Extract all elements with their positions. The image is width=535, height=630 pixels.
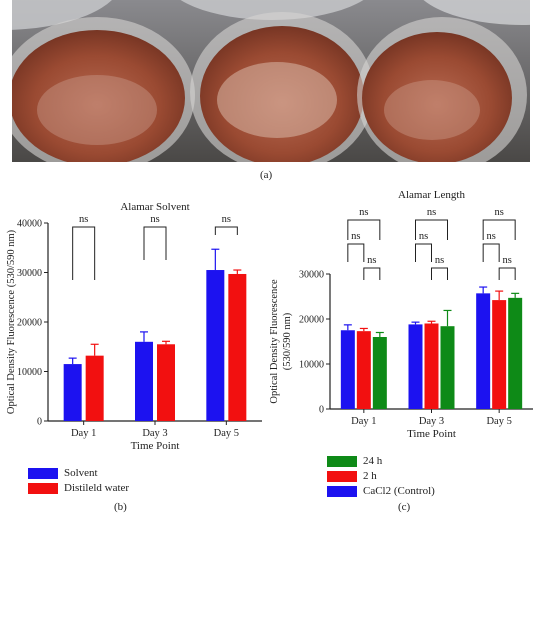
- length-significance-bracket: [498, 267, 516, 280]
- solvent-y-tick-label: 10000: [17, 367, 42, 378]
- solvent-title: Alamar Solvent: [120, 201, 189, 213]
- solvent-y-tick-label: 20000: [17, 318, 42, 329]
- solvent-significance-label: ns: [150, 214, 159, 225]
- length-bar: [476, 293, 491, 409]
- solvent-significance-label: ns: [79, 214, 88, 225]
- solvent-significance-bracket: [143, 226, 167, 260]
- solvent-x-tick-label: Day 3: [142, 428, 167, 439]
- length-significance-bracket: [482, 219, 516, 240]
- length-x-label: Time Point: [407, 428, 456, 440]
- length-significance-bracket: [347, 243, 365, 262]
- length-significance-bracket: [415, 243, 432, 262]
- legend-swatch: [327, 486, 357, 497]
- solvent-significance-label: ns: [222, 214, 231, 225]
- solvent-significance-bracket: [214, 226, 238, 235]
- length-bar: [356, 331, 371, 409]
- legend-length: 24 h 2 h CaCl2 (Control): [327, 454, 435, 499]
- caption-a: (a): [260, 169, 273, 181]
- legend-item: 24 h: [327, 454, 435, 469]
- length-significance-bracket: [415, 219, 448, 240]
- legend-swatch: [28, 483, 58, 494]
- caption-b: (b): [114, 501, 127, 513]
- length-significance-label: ns: [435, 255, 444, 266]
- length-bar: [340, 330, 355, 409]
- solvent-bar: [85, 355, 104, 421]
- legend-item: Distileld water: [28, 481, 129, 496]
- legend-swatch: [327, 471, 357, 482]
- length-x-tick-label: Day 3: [419, 416, 444, 427]
- chart-alamar-length: Alamar Length 0 10000 20000 30000 Optical Den…: [269, 189, 533, 440]
- caption-c: (c): [398, 501, 411, 513]
- length-significance-label: ns: [427, 207, 436, 218]
- solvent-y-label: Optical Density Fluorescence (530/590 nm…: [6, 229, 17, 414]
- length-bar: [408, 324, 423, 409]
- length-x-tick-label: Day 5: [486, 416, 511, 427]
- solvent-bar: [135, 341, 153, 421]
- length-bar: [424, 323, 439, 409]
- length-significance-label: ns: [494, 207, 503, 218]
- solvent-bar: [157, 344, 175, 421]
- culture-wells-photo: [12, 0, 530, 162]
- length-bar: [440, 326, 455, 409]
- legend-swatch: [28, 468, 58, 479]
- solvent-x-label: Time Point: [131, 440, 180, 452]
- solvent-x-tick-label: Day 1: [71, 428, 96, 439]
- chart-alamar-solvent: Alamar Solvent 0 10000 20000 30000 40000Optic…: [6, 201, 262, 452]
- length-significance-label: ns: [367, 255, 376, 266]
- legend-label: 24 h: [363, 455, 383, 467]
- length-significance-bracket: [431, 267, 448, 280]
- solvent-bar: [63, 364, 82, 421]
- solvent-y-tick-label: 30000: [17, 268, 42, 279]
- solvent-bar: [228, 273, 247, 421]
- legend-solvent: Solvent Distileld water: [28, 466, 129, 496]
- length-y-tick-label: 20000: [299, 315, 324, 326]
- length-y-label: Optical Density Fluorescence (530/590 nm): [269, 279, 293, 404]
- solvent-bar: [206, 270, 225, 421]
- solvent-significance-bracket: [72, 226, 96, 280]
- length-significance-bracket: [347, 219, 381, 240]
- legend-label: Solvent: [64, 467, 98, 479]
- length-y-tick-label: 0: [319, 405, 324, 416]
- length-title: Alamar Length: [398, 189, 465, 201]
- legend-item: CaCl2 (Control): [327, 484, 435, 499]
- length-significance-label: ns: [359, 207, 368, 218]
- length-significance-label: ns: [351, 231, 360, 242]
- length-significance-bracket: [363, 267, 381, 280]
- length-significance-label: ns: [502, 255, 511, 266]
- legend-swatch: [327, 456, 357, 467]
- length-y-tick-label: 10000: [299, 360, 324, 371]
- length-y-tick-label: 30000: [299, 270, 324, 281]
- length-bar: [492, 300, 507, 409]
- solvent-y-tick-label: 40000: [17, 219, 42, 230]
- legend-item: 2 h: [327, 469, 435, 484]
- length-significance-bracket: [482, 243, 500, 262]
- solvent-y-tick-label: 0: [37, 417, 42, 428]
- length-x-tick-label: Day 1: [351, 416, 376, 427]
- length-bar: [372, 337, 387, 409]
- legend-label: CaCl2 (Control): [363, 485, 435, 497]
- length-significance-label: ns: [419, 231, 428, 242]
- solvent-x-tick-label: Day 5: [214, 428, 239, 439]
- length-significance-label: ns: [486, 231, 495, 242]
- legend-item: Solvent: [28, 466, 129, 481]
- legend-label: 2 h: [363, 470, 377, 482]
- legend-label: Distileld water: [64, 482, 130, 494]
- length-bar: [508, 297, 523, 409]
